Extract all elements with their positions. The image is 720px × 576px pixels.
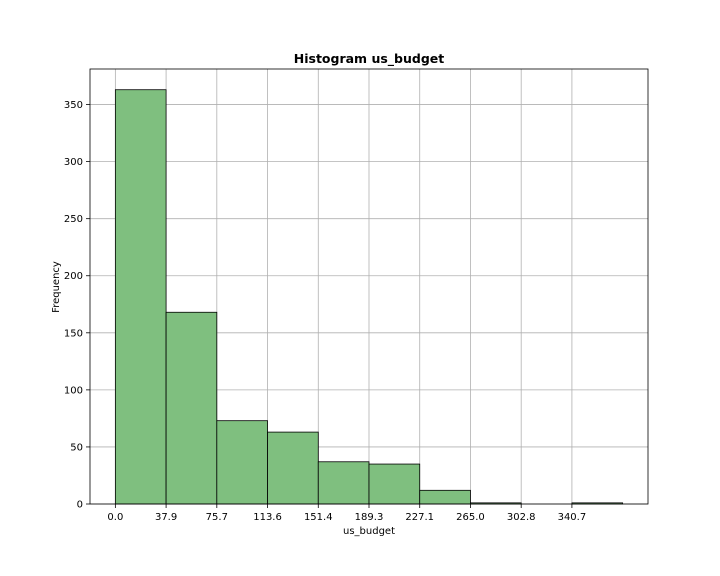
x-tick-label-7: 265.0 — [456, 512, 485, 523]
x-tick-label-4: 151.4 — [304, 512, 333, 523]
x-tick-label-9: 340.7 — [558, 512, 587, 523]
x-axis-ticks: 0.0 37.9 75.7 113.6 151.4 189.3 227.1 265.0 302.… — [107, 504, 586, 523]
histogram-bar-0 — [114, 89, 167, 505]
x-tick-label-1: 37.9 — [155, 512, 177, 523]
x-tick-label-3: 113.6 — [253, 512, 282, 523]
y-tick-label-3: 150 — [64, 328, 83, 339]
y-tick-label-6: 300 — [64, 157, 83, 168]
histogram-bar-3 — [267, 431, 319, 505]
histogram-bar-6 — [419, 489, 471, 505]
histogram-bar-2 — [216, 420, 268, 505]
y-tick-label-7: 350 — [64, 100, 83, 111]
x-tick-label-6: 227.1 — [405, 512, 434, 523]
histogram-bar-4 — [317, 461, 370, 505]
y-axis-label: Frequency — [51, 261, 62, 313]
y-tick-label-5: 250 — [64, 214, 83, 225]
x-tick-label-8: 302.8 — [507, 512, 536, 523]
x-axis-label: us_budget — [343, 526, 395, 537]
x-tick-label-5: 189.3 — [355, 512, 384, 523]
y-axis-ticks: 0 50 100 150 200 250 300 350 — [64, 100, 90, 511]
histogram-bar-1 — [165, 311, 218, 505]
histogram-bar-5 — [368, 463, 421, 505]
x-tick-label-2: 75.7 — [206, 512, 228, 523]
y-tick-label-4: 200 — [64, 271, 83, 282]
y-tick-label-0: 0 — [77, 500, 83, 511]
chart-title: Histogram us_budget — [294, 51, 444, 67]
x-tick-label-0: 0.0 — [107, 512, 123, 523]
histogram-bars — [114, 89, 624, 505]
y-tick-label-1: 50 — [70, 442, 83, 453]
y-tick-label-2: 100 — [64, 385, 83, 396]
